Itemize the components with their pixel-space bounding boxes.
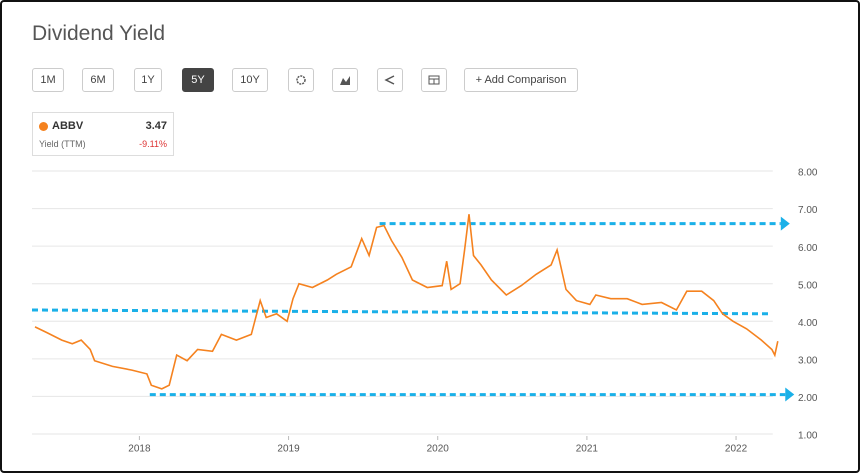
icon <box>384 75 395 85</box>
icon <box>296 75 306 85</box>
share-button[interactable] <box>377 68 403 92</box>
legend-value: 3.47 <box>145 120 167 132</box>
range-button[interactable]: 5Y <box>182 68 214 92</box>
legend: ABBV 3.47 Yield (TTM) -9.11% <box>32 112 174 156</box>
y-tick-label: 1.00 <box>798 431 818 442</box>
add-comparison-button[interactable]: + Add Comparison <box>464 68 578 92</box>
y-tick-label: 7.00 <box>798 205 818 216</box>
x-tick-label: 2019 <box>277 444 300 455</box>
arrow-head <box>780 216 790 231</box>
table-button[interactable] <box>421 68 447 92</box>
legend-name: ABBV <box>52 120 84 132</box>
icon <box>340 76 350 85</box>
legend-change: -9.11% <box>139 139 167 149</box>
legend-dot <box>39 122 48 131</box>
x-tick-label: 2021 <box>576 444 599 455</box>
settings-button[interactable] <box>288 68 314 92</box>
x-tick-label: 2018 <box>128 444 151 455</box>
range-button[interactable]: 10Y <box>232 68 268 92</box>
x-tick-label: 2020 <box>427 444 450 455</box>
legend-sublabel: Yield (TTM) <box>39 139 86 149</box>
y-tick-label: 5.00 <box>798 280 818 291</box>
range-button[interactable]: 1M <box>32 68 64 92</box>
page-title: Dividend Yield <box>32 22 166 45</box>
y-tick-label: 8.00 <box>798 168 818 179</box>
data-line <box>34 214 779 390</box>
range-button[interactable]: 6M <box>82 68 114 92</box>
y-tick-label: 2.00 <box>798 393 818 404</box>
icon <box>428 75 440 85</box>
arrow-head <box>785 387 795 402</box>
y-tick-label: 4.00 <box>798 318 818 329</box>
range-button[interactable]: 1Y <box>134 68 162 92</box>
y-tick-label: 6.00 <box>798 243 818 254</box>
reference-line <box>31 308 772 316</box>
y-tick-label: 3.00 <box>798 355 818 366</box>
x-tick-label: 2022 <box>725 444 748 455</box>
chart-type-button[interactable] <box>332 68 358 92</box>
